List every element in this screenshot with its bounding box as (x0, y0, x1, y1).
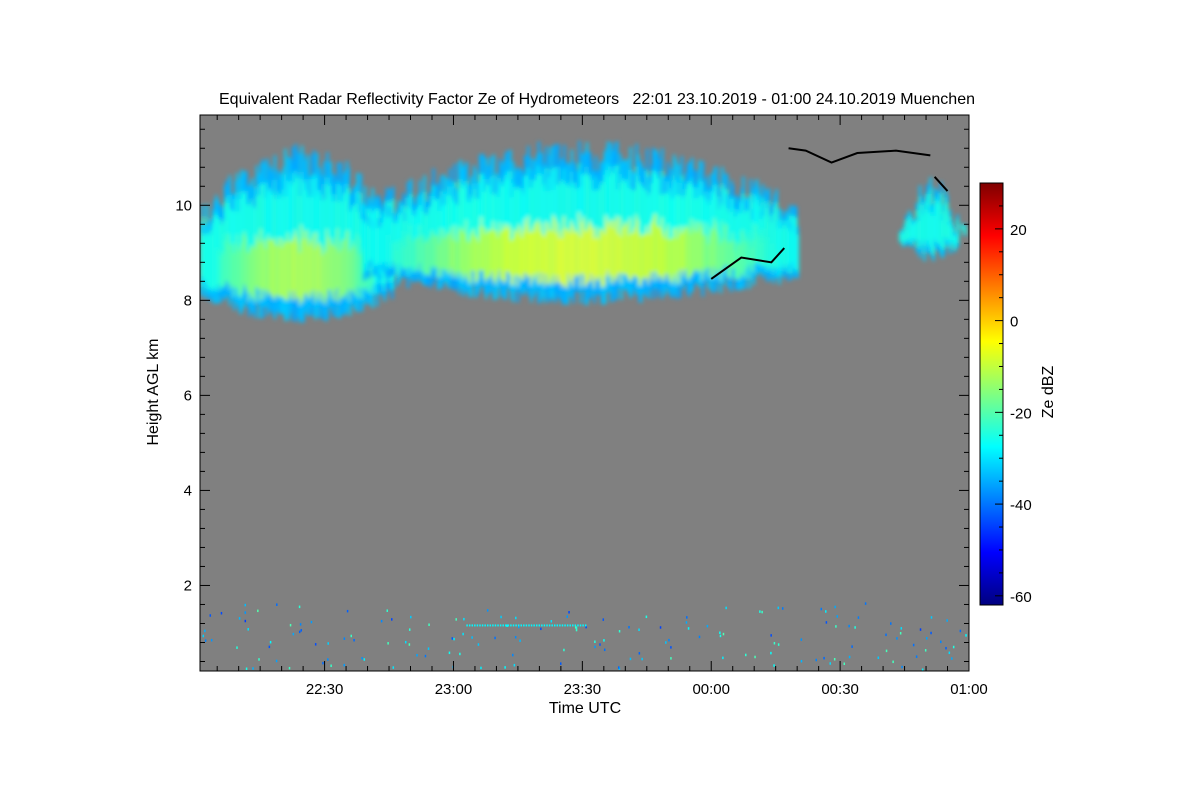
ground-clutter (202, 602, 967, 671)
colorbar-label: Ze dBZ (1040, 366, 1057, 419)
y-tick-label: 10 (175, 197, 192, 214)
x-tick-label: 23:00 (435, 681, 473, 698)
x-tick-label: 22:30 (306, 681, 344, 698)
chart-title: Equivalent Radar Reflectivity Factor Ze … (219, 91, 975, 108)
plot-area (200, 115, 969, 671)
colorbar-tick-label: 0 (1010, 314, 1018, 331)
x-tick-label: 23:30 (564, 681, 602, 698)
colorbar-tick-label: -40 (1010, 497, 1032, 514)
colorbar-tick-label: 20 (1010, 222, 1027, 239)
axes: 22:30 23:00 23:30 00:00 00:30 01:00 2 4 6 8 10 (175, 114, 988, 698)
colorbar-tick-label: -20 (1010, 405, 1032, 422)
black-line-segment-3 (933, 176, 949, 192)
y-axis-label: Height AGL km (145, 338, 162, 445)
x-tick-label: 00:00 (692, 681, 730, 698)
x-tick-label: 00:30 (821, 681, 859, 698)
black-line-segment-2 (788, 147, 931, 164)
x-axis-label: Time UTC (549, 700, 621, 717)
cloud-main (363, 140, 799, 306)
y-tick-label: 4 (184, 482, 192, 499)
y-tick-label: 2 (184, 577, 192, 594)
x-tick-label: 01:00 (950, 681, 988, 698)
y-tick-label: 8 (184, 292, 192, 309)
y-tick-label: 6 (184, 387, 192, 404)
cloud-east-fragments (899, 177, 967, 262)
colorbar-gradient (979, 182, 1004, 606)
plot-frame (199, 114, 970, 672)
colorbar-tick-label: -60 (1010, 589, 1032, 606)
black-line-segment-1 (710, 247, 786, 280)
colorbar: 20 0 -20 -40 -60 (979, 182, 1032, 606)
